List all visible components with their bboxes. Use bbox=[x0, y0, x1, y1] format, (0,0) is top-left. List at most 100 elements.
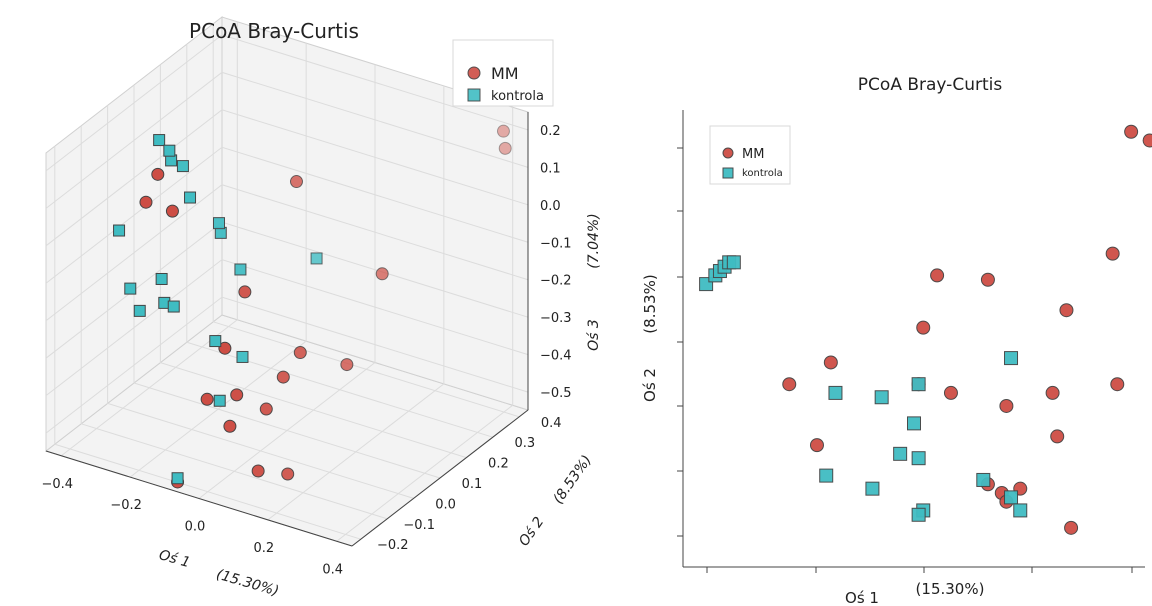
point-kontrola-2d bbox=[911, 451, 926, 466]
grid-y bbox=[159, 64, 467, 459]
point-mm-2d bbox=[980, 272, 995, 287]
point-mm-2d bbox=[1045, 385, 1060, 400]
x-tick-label: −0.4 bbox=[42, 477, 74, 492]
point-mm-2d bbox=[1124, 124, 1139, 139]
point-kontrola-2d bbox=[708, 268, 723, 283]
point-mm bbox=[281, 467, 295, 481]
point-kontrola-2d bbox=[819, 468, 834, 483]
legend-marker bbox=[467, 66, 481, 80]
point-mm bbox=[139, 195, 153, 209]
chart-title-2d: PCoA Bray-Curtis bbox=[858, 75, 1003, 95]
point-mm-2d bbox=[1142, 133, 1152, 148]
point-kontrola-2d bbox=[1004, 351, 1019, 366]
point-mm bbox=[218, 341, 232, 355]
axes-3d: −0.4−0.20.00.20.4−0.2−0.10.00.10.20.30.4… bbox=[42, 15, 602, 600]
legend-label: MM bbox=[491, 64, 519, 83]
z-tick-label: −0.2 bbox=[540, 274, 572, 289]
point-kontrola bbox=[184, 191, 197, 204]
pcoa-3d-chart: −0.4−0.20.00.20.4−0.2−0.10.00.10.20.30.4… bbox=[42, 15, 602, 600]
point-kontrola bbox=[153, 134, 166, 147]
point-kontrola-2d bbox=[717, 259, 732, 274]
grid-z bbox=[45, 109, 529, 247]
legend-box-2d bbox=[709, 125, 791, 185]
grid-x bbox=[129, 43, 307, 478]
point-mm-2d bbox=[1059, 303, 1074, 318]
grid-x bbox=[336, 107, 514, 542]
point-kontrola bbox=[155, 272, 168, 285]
z-axis-label: Oś 3 bbox=[586, 319, 602, 351]
point-kontrola-2d bbox=[865, 481, 880, 496]
grid-z bbox=[45, 146, 529, 284]
grid-x bbox=[60, 21, 238, 457]
y-axis-percent-2d: (8.53%) bbox=[641, 274, 659, 333]
legend-label-2d: MM bbox=[742, 147, 764, 162]
x-tick-label: 0.0 bbox=[185, 520, 206, 535]
point-mm bbox=[238, 285, 252, 299]
point-mm bbox=[289, 175, 303, 189]
point-mm bbox=[165, 204, 179, 218]
point-kontrola-2d bbox=[828, 385, 843, 400]
y-axis-label-2d: Oś 2 bbox=[641, 368, 659, 402]
point-kontrola-2d bbox=[911, 377, 926, 392]
point-kontrola-2d bbox=[874, 390, 889, 405]
point-mm bbox=[230, 388, 244, 402]
grid-z bbox=[45, 296, 529, 434]
point-mm-2d bbox=[943, 385, 958, 400]
point-mm bbox=[496, 124, 510, 138]
z-tick-label: 0.2 bbox=[540, 124, 561, 139]
data-points-2d bbox=[699, 124, 1152, 535]
x-axis-label-2d: Oś 1 bbox=[845, 589, 879, 606]
grid-y bbox=[80, 125, 388, 520]
point-kontrola-2d bbox=[1004, 490, 1019, 505]
z-tick-label: −0.3 bbox=[540, 311, 572, 326]
point-mm-2d bbox=[980, 477, 995, 492]
point-mm-2d bbox=[911, 377, 926, 392]
point-mm bbox=[259, 402, 273, 416]
y-axis-percent: (8.53%) bbox=[550, 452, 595, 507]
z-axis-percent: (7.04%) bbox=[586, 213, 602, 268]
legend-3d: MM kontrola bbox=[452, 39, 554, 107]
chart-title-3d: PCoA Bray-Curtis bbox=[189, 19, 359, 43]
grid-y bbox=[54, 146, 361, 540]
point-kontrola bbox=[213, 394, 226, 407]
point-mm bbox=[223, 419, 237, 433]
point-mm-2d bbox=[809, 438, 824, 453]
point-kontrola bbox=[124, 282, 137, 295]
z-tick-label: −0.5 bbox=[540, 386, 572, 401]
legend-marker-2d bbox=[722, 147, 734, 159]
y-tick-label: 0.1 bbox=[462, 477, 483, 492]
grid-y bbox=[186, 44, 493, 438]
point-mm-2d bbox=[1064, 520, 1079, 535]
legend-marker bbox=[467, 88, 481, 102]
y-tick-label: 0.3 bbox=[514, 436, 535, 451]
point-kontrola-2d bbox=[907, 416, 921, 431]
point-kontrola bbox=[236, 350, 249, 363]
point-kontrola-2d bbox=[699, 277, 714, 292]
point-kontrola-2d bbox=[976, 472, 991, 487]
point-mm bbox=[293, 346, 307, 360]
point-mm-2d bbox=[999, 494, 1014, 509]
point-kontrola bbox=[163, 144, 176, 157]
grid-x bbox=[267, 85, 445, 521]
y-axis-line bbox=[351, 409, 529, 547]
point-kontrola bbox=[234, 263, 247, 276]
y-tick-label: 0.2 bbox=[488, 457, 509, 472]
y-axis-label: Oś 2 bbox=[516, 514, 547, 549]
y-tick-label: 0.0 bbox=[435, 497, 456, 512]
point-mm bbox=[251, 464, 265, 478]
point-mm-2d bbox=[1110, 377, 1125, 392]
point-mm-2d bbox=[999, 398, 1014, 413]
point-kontrola-2d bbox=[722, 255, 737, 270]
grid-y bbox=[107, 105, 414, 499]
point-mm-2d bbox=[916, 320, 931, 335]
grid-z bbox=[45, 34, 529, 172]
x-axis-line bbox=[45, 450, 353, 547]
grid-z bbox=[45, 184, 529, 322]
point-mm-2d bbox=[994, 486, 1009, 501]
legend-label-2d: kontrola bbox=[742, 168, 783, 179]
z-tick-label: −0.1 bbox=[540, 236, 572, 251]
point-kontrola bbox=[167, 300, 180, 313]
point-mm bbox=[498, 141, 512, 155]
point-mm-2d bbox=[823, 355, 838, 370]
x-tick-label: 0.4 bbox=[322, 562, 343, 577]
